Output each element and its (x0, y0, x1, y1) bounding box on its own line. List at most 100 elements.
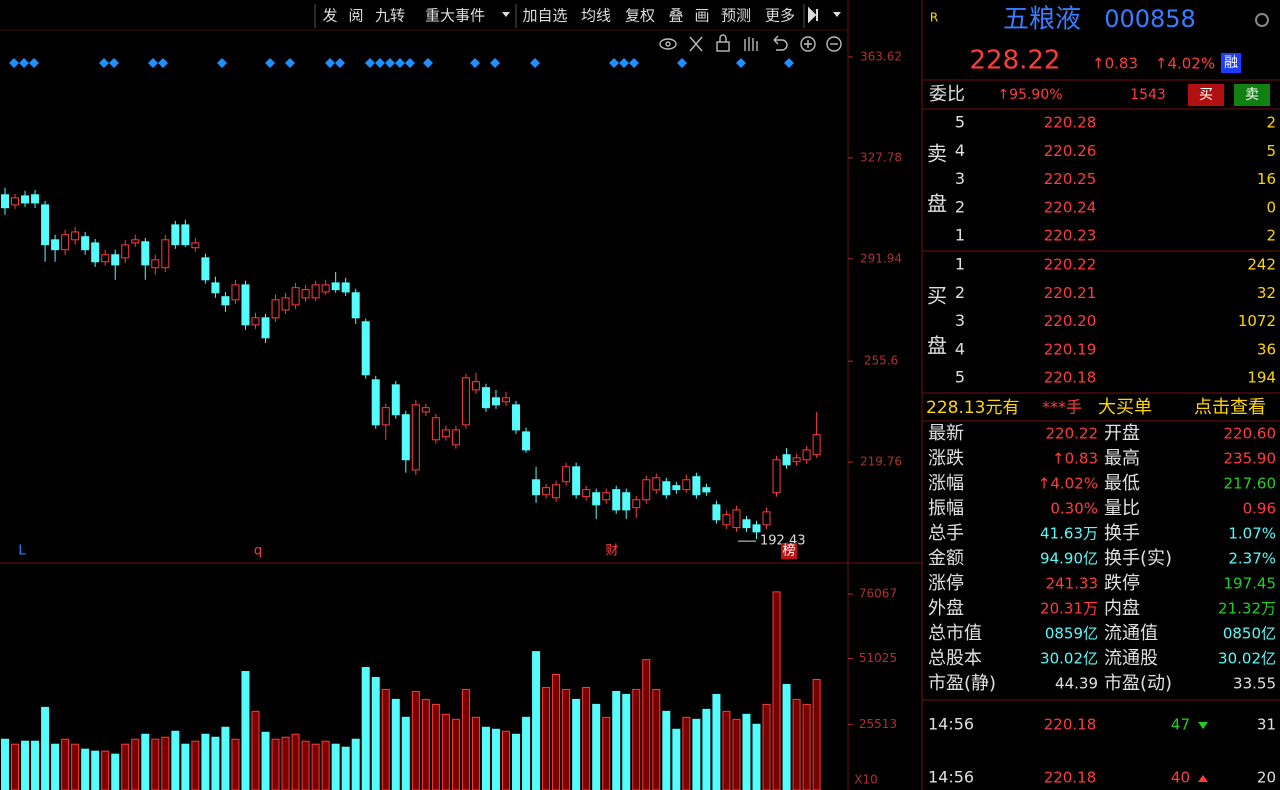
stat-label: 总市值 (928, 623, 982, 644)
candle-body (812, 434, 821, 456)
candle-body (371, 379, 380, 426)
lock-icon[interactable] (716, 41, 730, 52)
volume-bar (131, 738, 140, 790)
volume-bar (391, 698, 400, 790)
candle-body (11, 197, 20, 206)
stat-value: 0.96 (1243, 500, 1276, 518)
toolbar-item[interactable]: 复权 (625, 7, 655, 25)
toolbar-item[interactable]: 画 (694, 7, 709, 25)
volume-bar (101, 750, 110, 790)
marker-bg (781, 543, 797, 559)
volume-bar (191, 740, 200, 790)
bid-volume: 1072 (1238, 312, 1276, 330)
toolbar-item[interactable]: 阅 (348, 7, 363, 25)
volume-bar (241, 671, 250, 790)
volume-bar (772, 591, 781, 790)
zoom-in-icon[interactable] (800, 36, 816, 52)
expand-icon[interactable] (808, 6, 818, 24)
candle-body (331, 282, 340, 291)
toolbar-item[interactable]: 预测 (721, 7, 751, 25)
volume-bar (692, 718, 701, 790)
toolbar-item[interactable]: 九转 (375, 7, 405, 25)
volume-bar (662, 710, 671, 790)
candle-body (51, 239, 60, 251)
volume-bar (21, 740, 30, 790)
candle-body (461, 377, 470, 426)
sell-label[interactable]: 卖 (1245, 87, 1259, 103)
marker-bg (604, 543, 620, 559)
candle-body (441, 429, 450, 438)
stat-value: 30.02亿 (1218, 650, 1276, 668)
event-marker (385, 58, 395, 68)
event-tag: q (254, 544, 262, 559)
toolbar-item[interactable]: 均线 (581, 7, 611, 25)
volume-bar (512, 733, 521, 790)
bid-volume: 32 (1257, 284, 1276, 302)
ask-price: 220.23 (1044, 227, 1097, 245)
candle-body (682, 479, 691, 491)
volume-bar (732, 718, 741, 790)
bid-price: 220.18 (1044, 369, 1097, 387)
big-order-link[interactable]: 点击查看 (1194, 397, 1266, 418)
bid-volume: 36 (1257, 340, 1276, 358)
candle-body (782, 454, 791, 466)
toolbar-item[interactable]: 更多 (765, 7, 795, 25)
stat-label: 涨停 (928, 573, 964, 594)
hand-icon[interactable] (744, 37, 758, 51)
volume-bar (672, 728, 681, 790)
event-marker (784, 58, 794, 68)
marker-bg (250, 543, 266, 559)
toolbar-item[interactable]: 发 (322, 7, 337, 25)
candle-body (502, 397, 510, 403)
candle-body (512, 404, 521, 431)
event-marker (109, 58, 119, 68)
ask-volume: 0 (1266, 198, 1276, 216)
stat-value: 1.07% (1228, 525, 1276, 543)
volume-bar (181, 743, 190, 790)
toolbar-item[interactable]: 加自选 (522, 7, 567, 25)
event-marker (405, 58, 415, 68)
volume-bar (211, 736, 220, 790)
undo-icon[interactable] (773, 35, 788, 51)
eye-icon[interactable] (659, 38, 677, 50)
bid-price: 220.19 (1044, 340, 1097, 358)
candle-body (391, 384, 400, 416)
tick-price: 220.18 (1044, 716, 1097, 734)
sell-button[interactable] (1234, 84, 1270, 106)
ask-level: 1 (955, 226, 965, 245)
volume-bar (371, 676, 380, 790)
cut-icon[interactable] (689, 36, 703, 52)
volume-bar (161, 736, 170, 790)
stat-value: ↑0.83 (1052, 450, 1098, 468)
stat-label: 涨跌 (928, 448, 964, 469)
volume-bar (782, 683, 791, 790)
stat-label: 流通股 (1104, 648, 1158, 669)
candle-body (642, 479, 651, 501)
stat-value: 2.37% (1228, 550, 1276, 568)
event-marker (470, 58, 480, 68)
toolbar-item[interactable]: 重大事件 (425, 7, 485, 25)
candle-body (692, 476, 701, 496)
volume-bar (361, 667, 370, 790)
candle-body (321, 284, 330, 293)
volume-bar (461, 688, 470, 790)
stat-value: 41.63万 (1040, 525, 1098, 543)
volume-bar (301, 740, 310, 790)
bid-volume: 242 (1247, 256, 1276, 274)
volume-bar (802, 703, 811, 790)
bid-side: 买 (927, 284, 947, 308)
buy-label[interactable]: 买 (1199, 87, 1213, 103)
toolbar-item[interactable]: 叠 (668, 7, 683, 25)
bid-price: 220.22 (1044, 256, 1097, 274)
volume-bar (331, 743, 340, 790)
settings-icon[interactable] (1255, 13, 1269, 27)
zoom-out-icon[interactable] (826, 36, 842, 52)
change: ↑0.83 (1092, 55, 1138, 73)
candle-body (421, 407, 430, 413)
candle-body (522, 431, 531, 451)
y-tick-label: 76067 (859, 587, 897, 601)
buy-button[interactable] (1188, 84, 1224, 106)
volume-bar (381, 688, 390, 790)
ask-level: 3 (955, 169, 965, 188)
stat-label: 市盈(动) (1104, 673, 1172, 694)
